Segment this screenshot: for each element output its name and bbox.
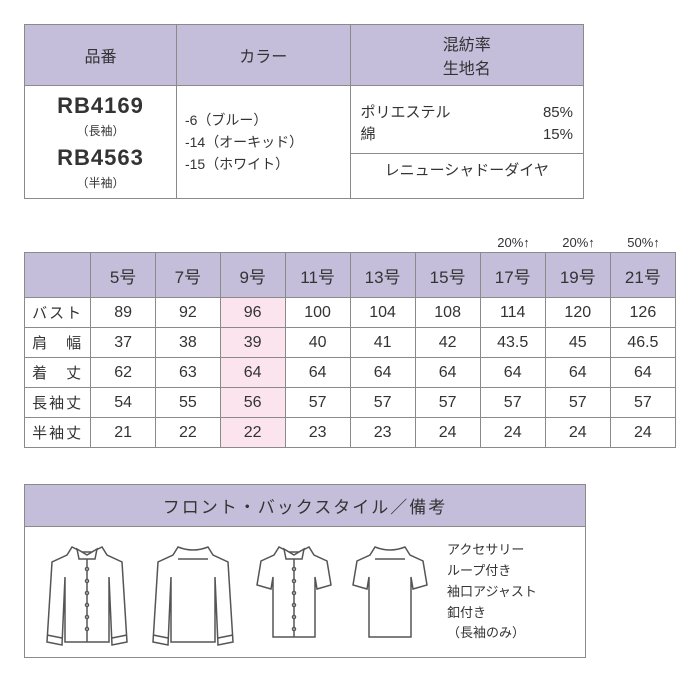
style-notes: アクセサリー ループ付き 袖口アジャスト 釦付き （長袖のみ） bbox=[447, 540, 537, 644]
fabric-cell: ポリエステル 85% 綿 15% レニューシャドーダイヤ bbox=[350, 86, 584, 199]
product-sub: （半袖） bbox=[76, 176, 124, 190]
size-cell: 42 bbox=[415, 328, 480, 358]
size-row-label: バスト bbox=[25, 298, 91, 328]
size-cell: 39 bbox=[220, 328, 285, 358]
shirt-long-back-icon bbox=[143, 537, 243, 647]
size-cell: 64 bbox=[610, 358, 675, 388]
fabric-name: レニューシャドーダイヤ bbox=[351, 154, 584, 189]
size-cell: 55 bbox=[155, 388, 220, 418]
size-cell: 62 bbox=[91, 358, 156, 388]
size-cell: 92 bbox=[155, 298, 220, 328]
size-cell: 96 bbox=[220, 298, 285, 328]
color-option: -15（ホワイト） bbox=[185, 153, 342, 175]
fabric-comp-name: ポリエステル bbox=[361, 102, 451, 125]
size-row-label: 長袖丈 bbox=[25, 388, 91, 418]
size-cell: 21 bbox=[91, 418, 156, 448]
size-cell: 24 bbox=[480, 418, 545, 448]
header-color: カラー bbox=[176, 25, 350, 86]
size-cell: 24 bbox=[610, 418, 675, 448]
size-cell: 120 bbox=[545, 298, 610, 328]
size-cell: 64 bbox=[415, 358, 480, 388]
color-option: -6（ブルー） bbox=[185, 109, 342, 131]
product-code: RB4169 bbox=[57, 93, 144, 118]
size-cell: 57 bbox=[285, 388, 350, 418]
uprate-row: 20%↑ 20%↑ 50%↑ bbox=[24, 235, 676, 250]
size-cell: 114 bbox=[480, 298, 545, 328]
uprate-label: 50%↑ bbox=[611, 235, 676, 250]
size-header-blank bbox=[25, 253, 91, 298]
size-header: 15号 bbox=[415, 253, 480, 298]
fabric-comp-pct: 85% bbox=[543, 102, 573, 125]
size-cell: 57 bbox=[350, 388, 415, 418]
size-cell: 57 bbox=[610, 388, 675, 418]
shirt-short-back-icon bbox=[345, 537, 435, 647]
size-cell: 45 bbox=[545, 328, 610, 358]
size-cell: 22 bbox=[155, 418, 220, 448]
size-cell: 57 bbox=[480, 388, 545, 418]
size-header: 13号 bbox=[350, 253, 415, 298]
size-header: 5号 bbox=[91, 253, 156, 298]
size-cell: 22 bbox=[220, 418, 285, 448]
size-row-label: 着 丈 bbox=[25, 358, 91, 388]
uprate-label: 20%↑ bbox=[481, 235, 546, 250]
size-header: 19号 bbox=[545, 253, 610, 298]
size-cell: 41 bbox=[350, 328, 415, 358]
size-cell: 40 bbox=[285, 328, 350, 358]
size-cell: 89 bbox=[91, 298, 156, 328]
size-header: 21号 bbox=[610, 253, 675, 298]
header-product: 品番 bbox=[25, 25, 177, 86]
product-sub: （長袖） bbox=[76, 124, 124, 138]
note-line: 袖口アジャスト bbox=[447, 582, 537, 603]
size-cell: 46.5 bbox=[610, 328, 675, 358]
size-cell: 23 bbox=[285, 418, 350, 448]
size-cell: 104 bbox=[350, 298, 415, 328]
fabric-comp-pct: 15% bbox=[543, 124, 573, 147]
note-line: アクセサリー bbox=[447, 540, 537, 561]
size-chart-table: 5号7号9号11号13号15号17号19号21号 バスト899296100104… bbox=[24, 252, 676, 448]
size-cell: 64 bbox=[285, 358, 350, 388]
size-cell: 108 bbox=[415, 298, 480, 328]
size-cell: 64 bbox=[220, 358, 285, 388]
size-header: 17号 bbox=[480, 253, 545, 298]
note-line: （長袖のみ） bbox=[447, 623, 537, 644]
size-cell: 126 bbox=[610, 298, 675, 328]
size-header: 9号 bbox=[220, 253, 285, 298]
color-options-cell: -6（ブルー） -14（オーキッド） -15（ホワイト） bbox=[176, 86, 350, 199]
style-notes-box: フロント・バックスタイル／備考 アクセサリー ループ付き bbox=[24, 484, 586, 658]
header-fabric: 混紡率 生地名 bbox=[350, 25, 584, 86]
size-cell: 23 bbox=[350, 418, 415, 448]
note-line: ループ付き bbox=[447, 561, 537, 582]
product-codes-cell: RB4169 （長袖） RB4563 （半袖） bbox=[25, 86, 177, 199]
size-cell: 24 bbox=[415, 418, 480, 448]
size-cell: 64 bbox=[350, 358, 415, 388]
size-header: 11号 bbox=[285, 253, 350, 298]
size-cell: 100 bbox=[285, 298, 350, 328]
uprate-label: 20%↑ bbox=[546, 235, 611, 250]
note-line: 釦付き bbox=[447, 603, 537, 624]
size-cell: 54 bbox=[91, 388, 156, 418]
size-cell: 63 bbox=[155, 358, 220, 388]
fabric-comp-name: 綿 bbox=[361, 124, 376, 147]
size-cell: 64 bbox=[480, 358, 545, 388]
size-cell: 38 bbox=[155, 328, 220, 358]
size-row-label: 肩 幅 bbox=[25, 328, 91, 358]
color-option: -14（オーキッド） bbox=[185, 131, 342, 153]
size-cell: 57 bbox=[415, 388, 480, 418]
size-cell: 37 bbox=[91, 328, 156, 358]
size-cell: 64 bbox=[545, 358, 610, 388]
size-header: 7号 bbox=[155, 253, 220, 298]
size-cell: 56 bbox=[220, 388, 285, 418]
style-heading: フロント・バックスタイル／備考 bbox=[25, 485, 585, 527]
size-cell: 43.5 bbox=[480, 328, 545, 358]
size-cell: 24 bbox=[545, 418, 610, 448]
product-info-table: 品番 カラー 混紡率 生地名 RB4169 （長袖） RB4563 （半袖） -… bbox=[24, 24, 584, 199]
shirt-short-front-icon bbox=[249, 537, 339, 647]
size-cell: 57 bbox=[545, 388, 610, 418]
size-row-label: 半袖丈 bbox=[25, 418, 91, 448]
product-code: RB4563 bbox=[57, 145, 144, 170]
shirt-long-front-icon bbox=[37, 537, 137, 647]
